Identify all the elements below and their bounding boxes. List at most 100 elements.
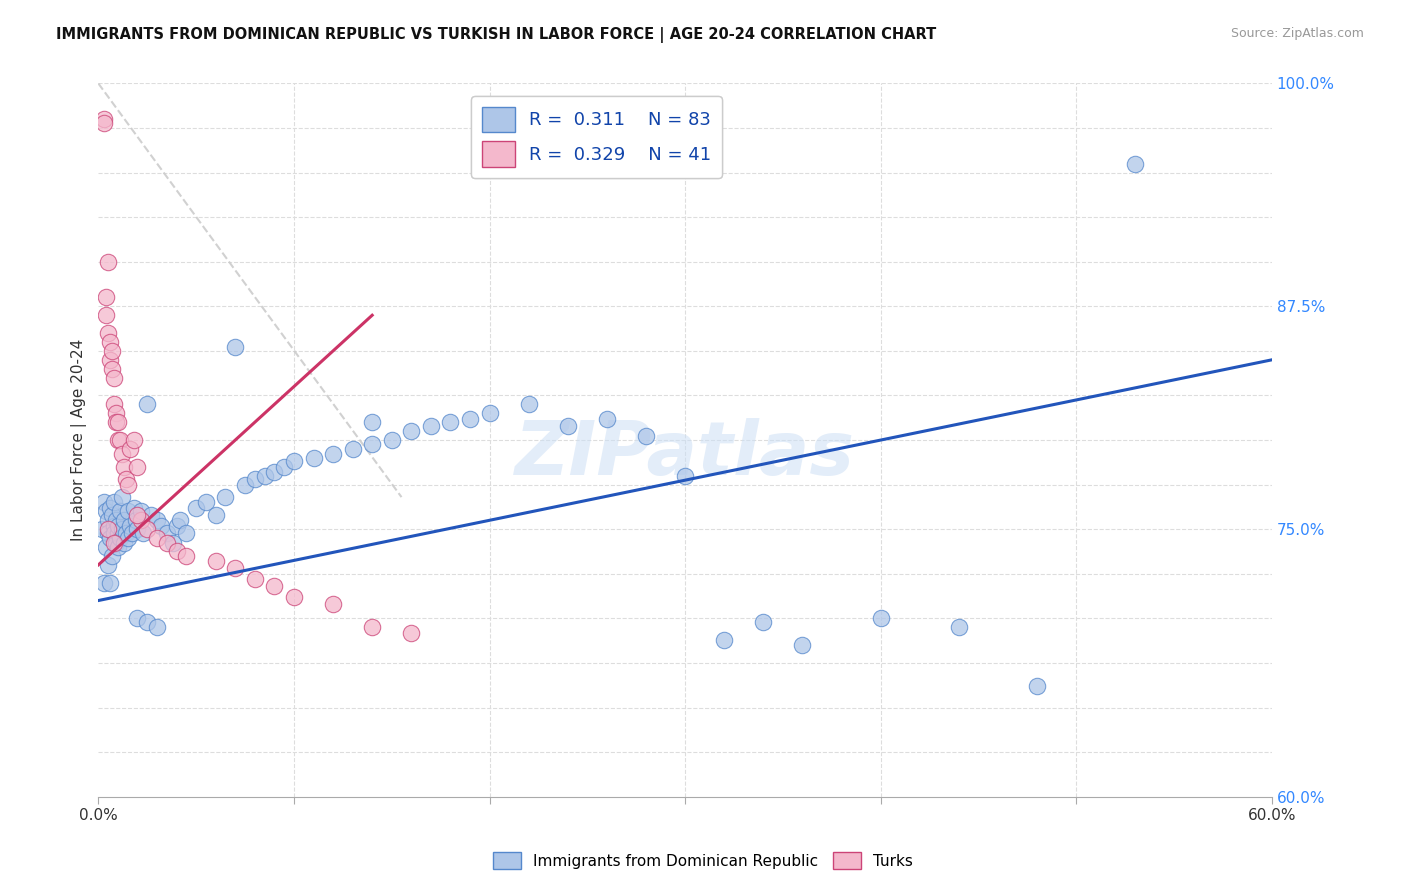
Point (439, 415, 461, 429)
Legend: R =  0.311    N = 83, R =  0.329    N = 41: R = 0.311 N = 83, R = 0.329 N = 41 (471, 96, 721, 178)
Point (283, 590, 305, 604)
Point (127, 611, 149, 625)
Point (104, 536, 127, 550)
Point (713, 632, 735, 647)
Point (263, 579, 285, 593)
Point (98, 531, 121, 545)
Point (194, 495, 217, 509)
Point (111, 522, 134, 536)
Point (204, 508, 226, 522)
Point (127, 522, 149, 536)
Point (156, 536, 179, 550)
Point (103, 495, 125, 509)
Point (111, 490, 134, 504)
Point (112, 536, 135, 550)
Point (96, 504, 118, 518)
Point (673, 468, 696, 483)
Text: Source: ZipAtlas.com: Source: ZipAtlas.com (1230, 27, 1364, 40)
Point (104, 513, 127, 527)
Point (96, 540, 118, 554)
Point (131, 504, 153, 518)
Point (104, 406, 127, 420)
Point (101, 343, 124, 358)
Point (107, 525, 129, 540)
Point (273, 459, 295, 474)
Point (101, 508, 124, 522)
Point (107, 518, 129, 533)
Point (101, 361, 124, 376)
Point (419, 418, 441, 433)
Point (1026, 679, 1049, 693)
Point (302, 450, 325, 465)
Point (136, 522, 159, 536)
Point (361, 415, 384, 429)
Point (97, 254, 120, 268)
Point (342, 442, 364, 456)
Point (792, 638, 814, 652)
Point (122, 433, 145, 447)
Point (557, 418, 579, 433)
Point (166, 518, 188, 533)
Point (322, 597, 344, 611)
Point (517, 397, 540, 411)
Point (97, 522, 120, 536)
Point (103, 518, 125, 533)
Point (146, 531, 169, 545)
Point (127, 459, 149, 474)
Point (122, 500, 145, 515)
Point (96, 290, 118, 304)
Point (108, 531, 131, 545)
Point (361, 436, 384, 450)
Point (458, 411, 481, 425)
Point (263, 465, 285, 479)
Point (98, 334, 121, 349)
Point (176, 525, 198, 540)
Point (243, 472, 266, 486)
Point (596, 411, 619, 425)
Point (176, 549, 198, 563)
Point (103, 370, 125, 384)
Point (107, 415, 129, 429)
Point (98, 575, 121, 590)
Point (243, 572, 266, 586)
Point (401, 424, 423, 438)
Point (93, 116, 115, 130)
Point (101, 549, 124, 563)
Point (93, 575, 115, 590)
Point (114, 525, 136, 540)
Point (97, 525, 120, 540)
Point (91, 522, 114, 536)
Point (136, 615, 159, 629)
Point (114, 472, 136, 486)
Point (361, 620, 384, 634)
Point (162, 536, 184, 550)
Point (478, 406, 501, 420)
Y-axis label: In Labor Force | Age 20-24: In Labor Force | Age 20-24 (72, 339, 87, 541)
Point (132, 525, 155, 540)
Point (117, 477, 139, 491)
Point (869, 611, 891, 625)
Point (124, 513, 146, 527)
Point (381, 433, 404, 447)
Point (127, 508, 149, 522)
Point (401, 625, 423, 640)
Point (224, 340, 246, 354)
Point (103, 525, 125, 540)
Point (141, 508, 163, 522)
Point (634, 429, 657, 443)
Point (121, 525, 143, 540)
Point (103, 536, 125, 550)
Point (107, 540, 129, 554)
Point (131, 513, 153, 527)
Text: IMMIGRANTS FROM DOMINICAN REPUBLIC VS TURKISH IN LABOR FORCE | AGE 20-24 CORRELA: IMMIGRANTS FROM DOMINICAN REPUBLIC VS TU… (56, 27, 936, 43)
Point (111, 447, 134, 461)
Point (146, 513, 169, 527)
Point (166, 543, 188, 558)
Point (204, 554, 226, 568)
Text: ZIPatlas: ZIPatlas (515, 417, 855, 491)
Point (112, 513, 135, 527)
Point (283, 454, 305, 468)
Point (136, 397, 159, 411)
Point (118, 442, 141, 456)
Point (97, 326, 120, 340)
